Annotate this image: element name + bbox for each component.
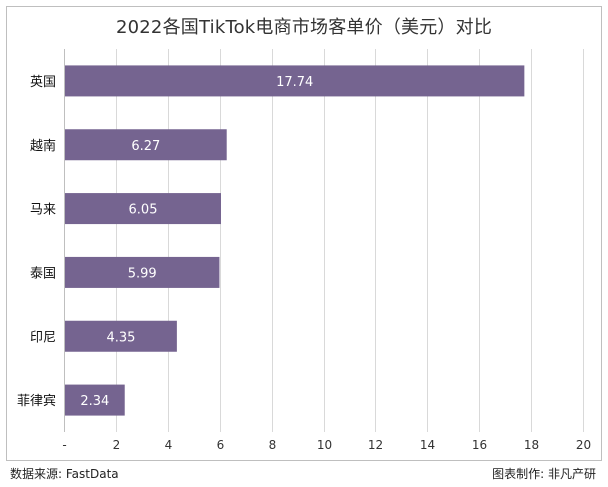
x-tick-label: 10 <box>317 438 332 452</box>
labels: 英国 17.74 越南 6.27 马来 6.05 泰国 5.99 印尼 4.35 菲律宾 2.34 <box>17 75 313 409</box>
category-label: 马来 <box>30 203 56 218</box>
data-label: 6.05 <box>129 203 158 218</box>
bar <box>65 320 177 352</box>
x-tick-label: 20 <box>576 438 591 452</box>
source-note: 数据来源: FastData <box>10 467 119 481</box>
category-label: 菲律宾 <box>17 393 56 409</box>
category-label: 泰国 <box>30 266 56 281</box>
x-tick-label: 4 <box>165 438 173 452</box>
x-tick-label: 2 <box>113 438 121 452</box>
credit-note: 图表制作: 非凡产研 <box>492 467 596 481</box>
data-label: 5.99 <box>128 266 157 281</box>
data-label: 2.34 <box>80 394 109 409</box>
axes: - 2 4 6 8 10 12 14 16 18 20 <box>62 49 591 452</box>
x-tick-label: 8 <box>269 438 277 452</box>
category-label: 印尼 <box>30 330 56 345</box>
data-label: 6.27 <box>131 139 160 154</box>
bar <box>65 256 220 288</box>
x-tick-label: 16 <box>472 438 487 452</box>
x-tick-label: 18 <box>524 438 539 452</box>
bar <box>65 129 227 161</box>
bar <box>65 193 221 225</box>
bars <box>65 65 525 416</box>
bar <box>65 65 525 97</box>
bar <box>65 384 125 416</box>
grid-lines <box>116 49 584 432</box>
x-tick-label: 14 <box>420 438 435 452</box>
x-tick-label: 12 <box>368 438 383 452</box>
data-label: 4.35 <box>106 330 135 345</box>
category-label: 英国 <box>30 75 56 90</box>
chart-title: 2022各国TikTok电商市场客单价（美元）对比 <box>115 17 493 38</box>
data-label: 17.74 <box>276 75 313 90</box>
x-tick-label: - <box>62 438 66 452</box>
x-tick-label: 6 <box>217 438 225 452</box>
category-label: 越南 <box>30 138 56 154</box>
